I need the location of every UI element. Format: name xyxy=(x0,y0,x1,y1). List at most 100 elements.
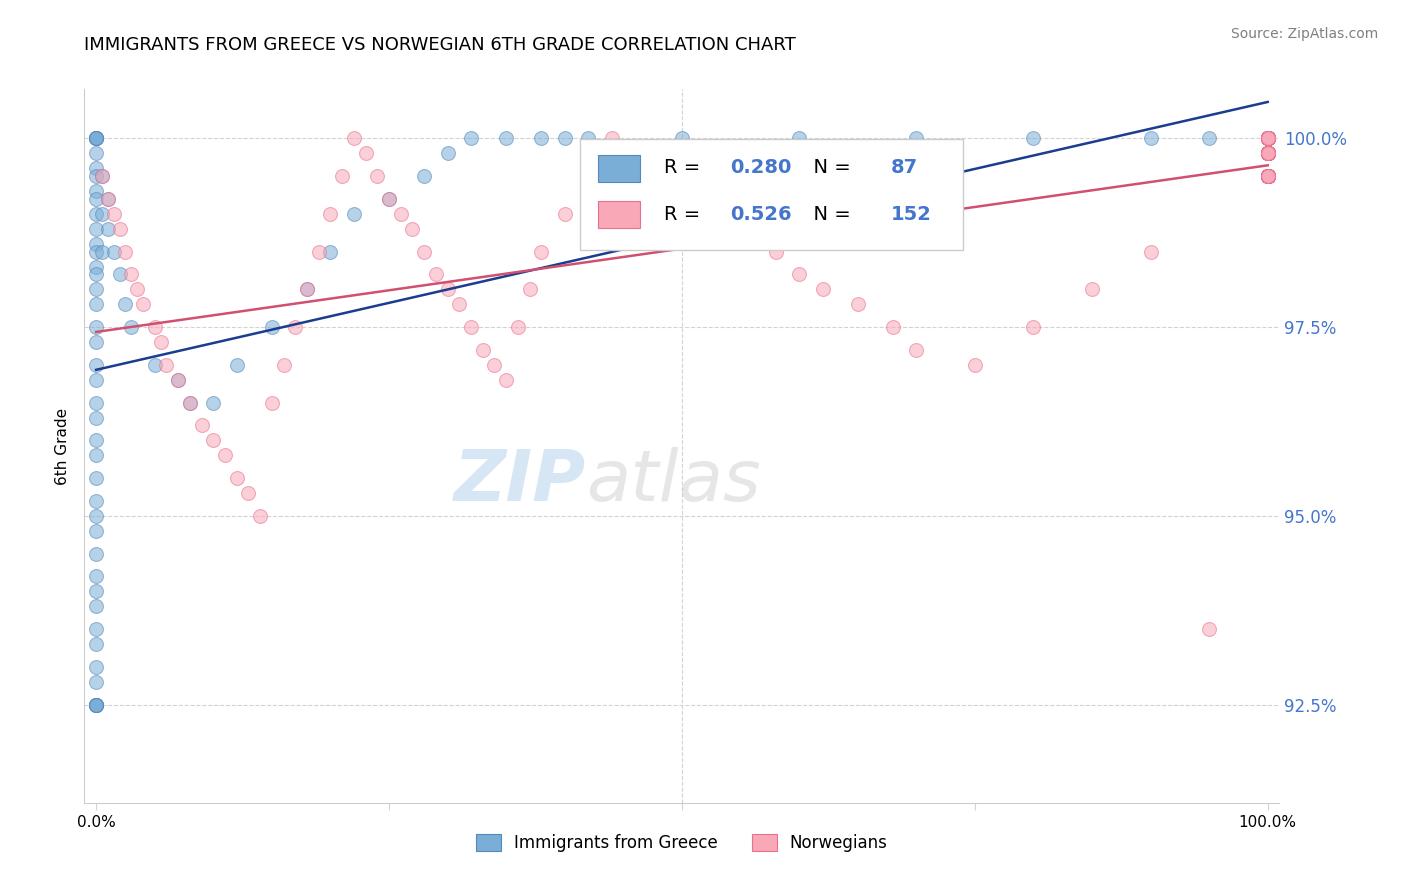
Point xyxy=(787,131,810,145)
Point xyxy=(84,358,107,372)
Point xyxy=(84,131,107,145)
Point xyxy=(1257,131,1279,145)
Text: R =: R = xyxy=(664,204,706,224)
Point xyxy=(1257,131,1279,145)
Point xyxy=(1257,131,1279,145)
Point xyxy=(97,192,120,206)
Point xyxy=(343,131,366,145)
Point xyxy=(84,297,107,311)
Point xyxy=(1257,146,1279,161)
Point xyxy=(1257,146,1279,161)
Point xyxy=(84,320,107,334)
Point xyxy=(576,169,599,183)
Point xyxy=(1257,169,1279,183)
Point xyxy=(84,660,107,674)
Point xyxy=(1257,169,1279,183)
Point xyxy=(1257,131,1279,145)
Point xyxy=(1257,131,1279,145)
Point xyxy=(120,267,142,281)
Point xyxy=(120,320,142,334)
Point xyxy=(401,222,423,236)
Text: N =: N = xyxy=(801,204,858,224)
Point xyxy=(1257,146,1279,161)
Point xyxy=(1081,282,1104,296)
Point xyxy=(1257,131,1279,145)
Point xyxy=(84,410,107,425)
Point xyxy=(1257,131,1279,145)
Point xyxy=(1257,146,1279,161)
Point xyxy=(378,192,401,206)
Point xyxy=(530,244,553,259)
Y-axis label: 6th Grade: 6th Grade xyxy=(55,408,70,484)
Point xyxy=(249,508,271,523)
Point xyxy=(1257,131,1279,145)
Point xyxy=(90,169,114,183)
Point xyxy=(436,282,458,296)
Point xyxy=(671,131,693,145)
Point xyxy=(1257,146,1279,161)
Point xyxy=(1257,146,1279,161)
Point xyxy=(84,244,107,259)
Point xyxy=(495,373,517,387)
Point xyxy=(132,297,155,311)
FancyBboxPatch shape xyxy=(581,139,963,250)
Point xyxy=(1257,146,1279,161)
Point xyxy=(295,282,318,296)
Point xyxy=(1257,169,1279,183)
Point xyxy=(1198,131,1220,145)
Point xyxy=(84,184,107,198)
Point xyxy=(114,244,136,259)
Text: 0.280: 0.280 xyxy=(730,158,792,178)
Point xyxy=(330,169,353,183)
Point xyxy=(84,222,107,236)
Point xyxy=(84,131,107,145)
Point xyxy=(1257,146,1279,161)
Point xyxy=(1257,146,1279,161)
Point xyxy=(1257,146,1279,161)
Point xyxy=(84,569,107,583)
Point xyxy=(1257,169,1279,183)
Point xyxy=(1257,169,1279,183)
Point xyxy=(84,622,107,636)
Point xyxy=(1139,244,1161,259)
Point xyxy=(214,449,236,463)
Point xyxy=(624,146,647,161)
Point xyxy=(413,244,436,259)
Point xyxy=(1257,146,1279,161)
Point xyxy=(460,131,482,145)
Point xyxy=(179,395,201,409)
Point xyxy=(1257,146,1279,161)
Point xyxy=(273,358,295,372)
Point xyxy=(354,146,377,161)
Text: R =: R = xyxy=(664,158,706,178)
Point xyxy=(84,131,107,145)
Point xyxy=(1257,169,1279,183)
Point xyxy=(1257,131,1279,145)
Point xyxy=(225,358,247,372)
Point xyxy=(84,146,107,161)
Point xyxy=(84,131,107,145)
Point xyxy=(576,131,599,145)
Point xyxy=(1257,169,1279,183)
Point xyxy=(103,244,125,259)
Point xyxy=(554,131,576,145)
Point xyxy=(238,486,260,500)
Point xyxy=(495,131,517,145)
Point xyxy=(84,471,107,485)
Point xyxy=(1022,131,1045,145)
Point xyxy=(108,222,131,236)
Point xyxy=(1257,169,1279,183)
Text: 152: 152 xyxy=(891,204,932,224)
Point xyxy=(436,146,458,161)
Point xyxy=(1257,169,1279,183)
Point xyxy=(1257,169,1279,183)
Point xyxy=(647,169,669,183)
Point xyxy=(225,471,247,485)
Text: 87: 87 xyxy=(891,158,918,178)
Point xyxy=(460,320,482,334)
Point xyxy=(1257,131,1279,145)
Point xyxy=(1257,146,1279,161)
Point xyxy=(1257,131,1279,145)
Point xyxy=(1257,146,1279,161)
Point xyxy=(284,320,307,334)
